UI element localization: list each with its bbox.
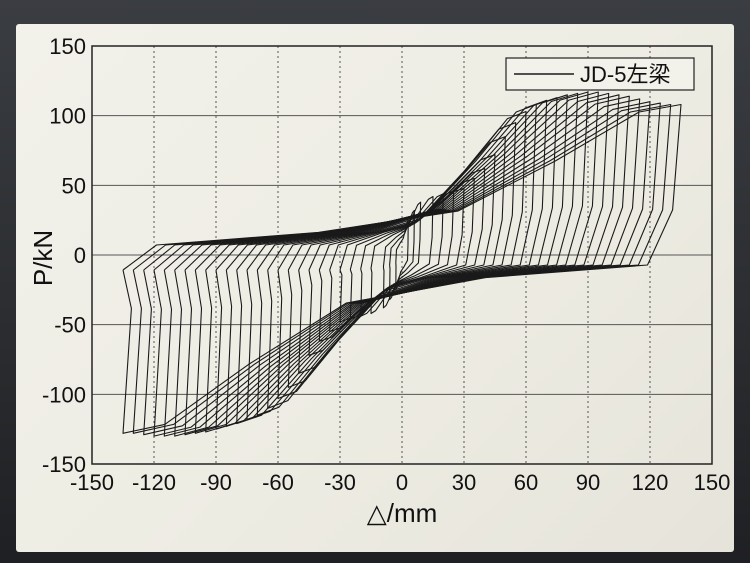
legend: JD-5左梁	[505, 57, 695, 91]
x-tick-label: 120	[632, 470, 669, 495]
hysteresis-loop	[236, 94, 568, 425]
y-tick-label: -100	[42, 382, 86, 407]
x-axis-label: △/mm	[367, 498, 438, 528]
x-tick-label: 0	[396, 470, 408, 495]
hysteresis-loop	[122, 103, 682, 434]
x-tick-label: -120	[132, 470, 176, 495]
x-tick-label: -90	[200, 470, 232, 495]
y-axis-label: P/kN	[28, 230, 58, 286]
hysteresis-loop	[308, 154, 496, 356]
legend-entry: JD-5左梁	[580, 62, 670, 87]
x-tick-label: 30	[452, 470, 476, 495]
y-tick-label: 0	[74, 243, 86, 268]
hysteresis-loop	[382, 201, 422, 309]
plot-frame	[91, 45, 713, 465]
y-tick-label: -150	[42, 452, 86, 477]
x-tick-label: 150	[694, 470, 731, 495]
hysteresis-loop	[318, 168, 486, 342]
x-tick-label: 60	[514, 470, 538, 495]
hysteresis-loop	[389, 209, 415, 301]
x-tick-labels: -150 -120 -90 -60 -30 0 30 60 90 120 150	[70, 470, 730, 495]
y-tick-label: 150	[49, 34, 86, 59]
x-tick-label: 90	[576, 470, 600, 495]
grid-lines	[92, 46, 712, 464]
x-tick-label: -60	[262, 470, 294, 495]
y-tick-label: 100	[49, 104, 86, 129]
hysteresis-loop	[360, 193, 444, 317]
y-tick-label: 50	[62, 173, 86, 198]
hysteresis-loop	[370, 195, 434, 315]
y-tick-label: -50	[54, 313, 86, 338]
y-tick-labels: -150 -100 -50 0 50 100 150	[42, 34, 86, 477]
hysteresis-loop	[287, 122, 517, 388]
x-tick-label: -30	[324, 470, 356, 495]
hysteresis-loop	[298, 136, 506, 374]
hysteresis-loop	[277, 110, 527, 400]
x-tick-label: -150	[70, 470, 114, 495]
curve-layer	[122, 91, 682, 437]
